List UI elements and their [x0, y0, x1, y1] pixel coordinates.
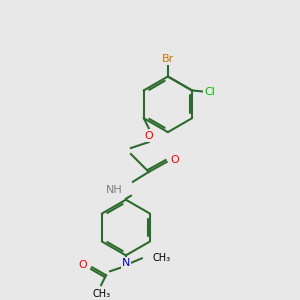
Text: O: O — [170, 155, 179, 165]
Text: NH: NH — [106, 185, 123, 195]
Text: Cl: Cl — [204, 87, 215, 98]
Text: CH₃: CH₃ — [153, 253, 171, 263]
Text: Br: Br — [162, 54, 174, 64]
Text: O: O — [79, 260, 88, 270]
Text: CH₃: CH₃ — [92, 289, 110, 299]
Text: N: N — [122, 258, 130, 268]
Text: O: O — [144, 131, 153, 141]
